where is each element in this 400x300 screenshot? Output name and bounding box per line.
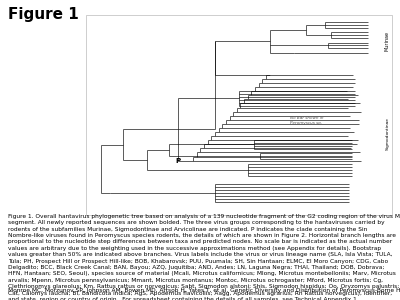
Bar (86, 15, 392, 214)
Text: Monroe MC, Morzunov SP, Johnson AM, Bowen MD, Artsob H, Yates T, et al. Genetic : Monroe MC, Morzunov SP, Johnson AM, Bowe… (8, 287, 400, 292)
Text: Figure 1. Overall hantavirus phylogenetic tree based on analysis of a 139 nucleo: Figure 1. Overall hantavirus phylogeneti… (8, 214, 400, 300)
Text: P: P (176, 158, 181, 164)
Text: Figure 1: Figure 1 (8, 8, 79, 22)
Text: Murinae: Murinae (385, 32, 390, 51)
Text: Sigmodontinae: Sigmodontinae (386, 117, 390, 150)
Text: No Bar shown in
Peromyscus sp.: No Bar shown in Peromyscus sp. (290, 116, 323, 125)
